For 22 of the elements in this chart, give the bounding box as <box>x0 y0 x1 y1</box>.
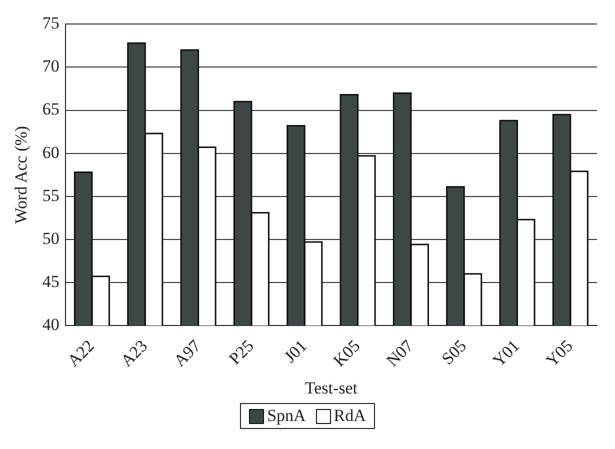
x-tick-label: P25 <box>225 336 258 368</box>
y-tick-label: 70 <box>42 56 60 76</box>
x-tick-label: A22 <box>64 336 98 370</box>
x-tick-label: S05 <box>438 336 470 368</box>
x-tick-label: A23 <box>116 336 152 370</box>
y-tick-label: 50 <box>42 228 60 248</box>
legend-label: RdA <box>334 406 366 426</box>
y-tick-label: 75 <box>42 14 60 33</box>
legend-label: SpnA <box>267 406 306 426</box>
y-tick-label: 60 <box>42 142 60 162</box>
y-axis-title: Word Acc (%) <box>12 126 31 224</box>
x-tick-label: J01 <box>280 336 311 366</box>
x-tick-label: K05 <box>330 336 364 370</box>
x-tick-label: Y01 <box>489 336 524 370</box>
y-tick-label: 65 <box>42 100 60 119</box>
y-tick-label: 55 <box>42 186 60 205</box>
x-tick-label: Y05 <box>542 336 576 370</box>
y-tick-label: 40 <box>42 314 60 334</box>
y-tick-label: 45 <box>42 272 60 291</box>
x-axis-title: Test-set <box>304 378 358 398</box>
x-tick-label: N07 <box>382 336 418 370</box>
x-tick-label: A97 <box>170 336 205 370</box>
